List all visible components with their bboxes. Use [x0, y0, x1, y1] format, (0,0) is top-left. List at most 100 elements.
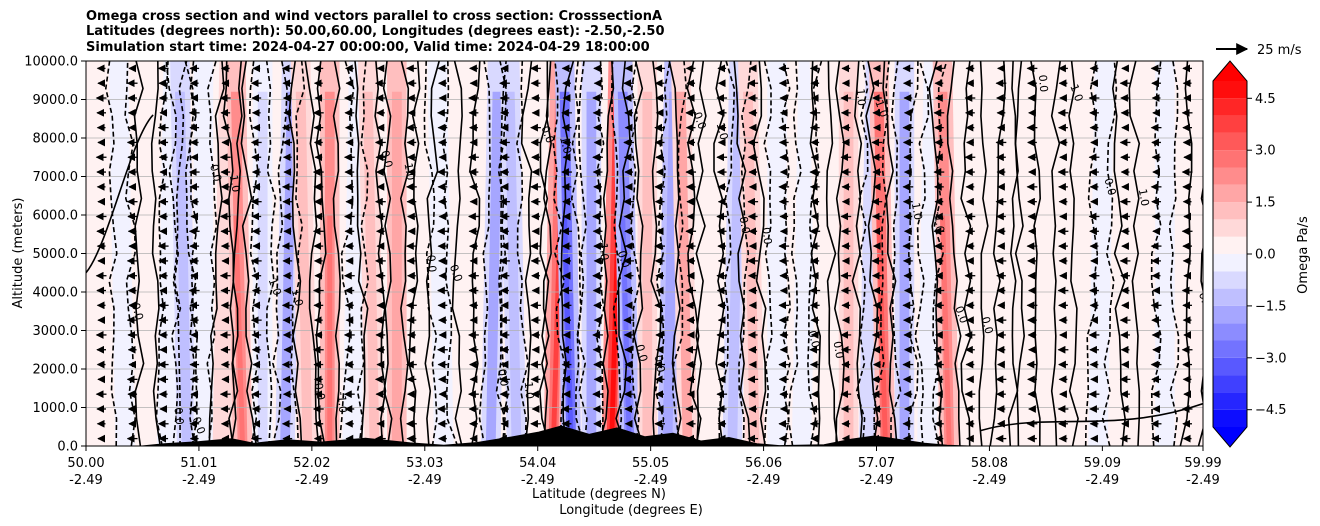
omega-band-core — [362, 91, 380, 446]
contour-label: 1.0 — [909, 202, 925, 221]
colorbar-segment — [1213, 357, 1247, 376]
x-tick-label-lat: 50.00 — [67, 456, 104, 471]
omega-contour-line — [150, 61, 161, 446]
y-axis: 0.0 1000.0 2000.0 3000.0 4000.0 5000.0 6000.0 7… — [24, 55, 86, 455]
omega-contour-line — [787, 61, 802, 446]
x-axis-title-line-2: Longitude (degrees E) — [559, 503, 703, 518]
omega-contour-line — [541, 61, 552, 446]
omega-contour-line — [354, 61, 369, 446]
x-tick-label-lat: 59.99 — [1184, 456, 1221, 471]
y-tick-label: 4000.0 — [33, 286, 79, 301]
omega-contour-line — [1050, 61, 1061, 446]
omega-contour-line — [733, 61, 751, 446]
omega-contour-line — [1168, 61, 1180, 446]
omega-band-core — [843, 91, 854, 446]
omega-band-core — [586, 91, 597, 446]
omega-contour-line — [825, 61, 839, 446]
colorbar-segment — [1213, 132, 1247, 151]
x-tick-label-lon: -2.49 — [295, 473, 329, 488]
omega-contour-line — [423, 61, 438, 446]
colorbar-segment — [1213, 375, 1247, 393]
contour-label: 0.0 — [1036, 74, 1050, 93]
contour-label: 0.0 — [831, 340, 847, 359]
omega-contour-line — [382, 61, 393, 446]
y-tick-label: 2000.0 — [33, 363, 79, 378]
terrain-layer — [141, 425, 970, 446]
omega-contour-line — [230, 61, 243, 446]
omega-contour-line — [855, 61, 869, 446]
omega-contour-line — [980, 402, 1203, 432]
omega-contour-line — [610, 61, 623, 446]
x-axis-title-line-1: Latitude (degrees N) — [532, 487, 666, 502]
x-tick-label-lat: 55.05 — [632, 456, 669, 471]
omega-contour-line — [752, 61, 767, 446]
omega-band-core — [485, 91, 503, 446]
colorbar-tick-label: −3.0 — [1255, 351, 1287, 366]
colorbar-tick-label: −4.5 — [1255, 403, 1287, 418]
x-tick-label-lon: -2.49 — [69, 473, 103, 488]
colorbar-segment — [1213, 323, 1247, 341]
omega-band-core — [391, 91, 402, 446]
x-tick-label-lon: -2.49 — [973, 473, 1007, 488]
contour-label: 0.0 — [760, 227, 774, 246]
colorbar-extend-low — [1213, 427, 1247, 447]
x-tick-label-lat: 57.07 — [858, 456, 895, 471]
x-tick-label-lon: -2.49 — [634, 473, 668, 488]
colorbar-tick-label: 1.5 — [1255, 196, 1276, 211]
omega-band-core — [743, 91, 760, 446]
omega-contour-line — [206, 61, 218, 446]
omega-contour-line — [288, 61, 303, 446]
y-tick-label: 1000.0 — [33, 401, 79, 416]
x-tick-label-lat: 58.08 — [971, 456, 1008, 471]
contour-label: 0.0 — [172, 407, 186, 426]
chart-title-line-3: Simulation start time: 2024-04-27 00:00:… — [86, 40, 650, 55]
omega-contour-line — [290, 61, 306, 446]
omega-contour-line — [633, 61, 644, 446]
omega-contour-line — [520, 61, 533, 446]
omega-contour-line — [86, 114, 154, 274]
colorbar-segment — [1213, 167, 1247, 185]
x-tick-label-lat: 52.02 — [293, 456, 330, 471]
contour-label: 0.0 — [979, 315, 996, 335]
colorbar-segment — [1213, 184, 1247, 203]
contour-label: -1.0 — [521, 377, 536, 400]
y-tick-label: 7000.0 — [33, 170, 79, 185]
omega-contour-line — [882, 61, 898, 446]
colorbar-segment — [1213, 288, 1247, 306]
contour-label: 0.0 — [691, 110, 709, 131]
y-tick-label: 10000.0 — [24, 55, 78, 70]
x-tick-label-lat: 53.03 — [406, 456, 443, 471]
contour-label: 1.0 — [266, 277, 284, 298]
omega-band-core — [175, 91, 192, 446]
contour-label: -1.0 — [596, 238, 611, 261]
x-tick-label-lat: 54.04 — [519, 456, 556, 471]
colorbar-tick-label: −1.5 — [1255, 299, 1287, 314]
contour-label: 0.0 — [424, 254, 438, 273]
omega-band-core — [642, 91, 653, 446]
x-tick-label-lon: -2.49 — [408, 473, 442, 488]
omega-contour-line — [695, 61, 707, 446]
omega-band-core — [899, 91, 910, 446]
colorbar-segment — [1213, 150, 1247, 168]
omega-contour-line — [890, 61, 902, 446]
y-tick-label: 0.0 — [57, 440, 78, 455]
omega-contour-line — [946, 61, 962, 446]
contour-label: 0.0 — [207, 163, 224, 183]
contour-label: 1.0 — [227, 174, 243, 193]
omega-band-core — [504, 91, 522, 446]
chart-title-line-2: Latitudes (degrees north): 50.00,60.00, … — [86, 24, 665, 39]
omega-contour-line — [1101, 61, 1118, 446]
omega-contour-line — [907, 61, 919, 446]
y-tick-label: 8000.0 — [33, 132, 79, 147]
colorbar-segment — [1213, 219, 1247, 237]
omega-contour-line — [451, 61, 463, 446]
omega-contour-line — [978, 61, 989, 446]
colorbar-segment — [1213, 254, 1247, 272]
omega-contour-line — [538, 61, 550, 446]
x-tick-label-lon: -2.49 — [747, 473, 781, 488]
x-tick-label-lon: -2.49 — [860, 473, 894, 488]
x-tick-label-lon: -2.49 — [182, 473, 216, 488]
x-tick-label-lat: 59.09 — [1084, 456, 1121, 471]
omega-contour-line — [332, 61, 342, 446]
wind-key-label: 25 m/s — [1257, 43, 1302, 58]
